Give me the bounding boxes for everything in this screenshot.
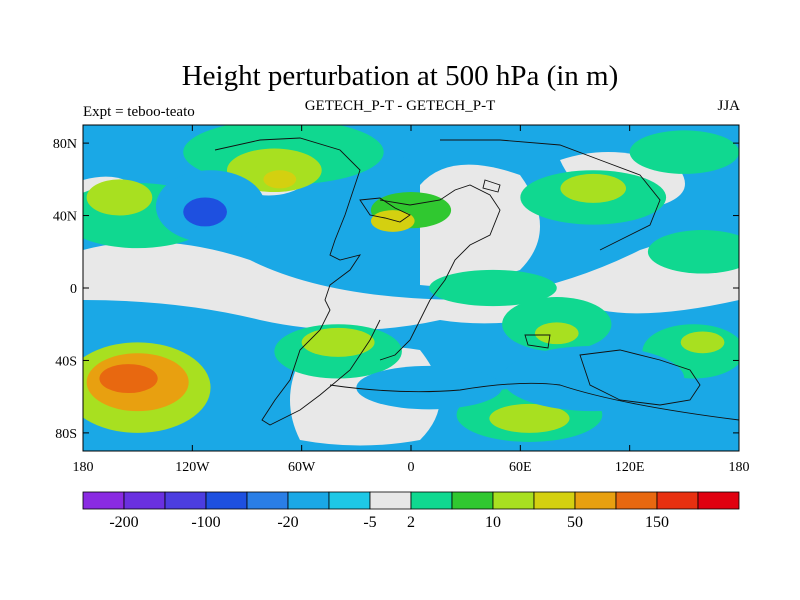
contour-blob-28: [83, 309, 193, 339]
contour-blob-1: [86, 179, 153, 216]
colorbar-box-15: [697, 491, 740, 510]
x-tick-label-2: 60W: [288, 460, 316, 475]
x-tick-label-4: 60E: [509, 460, 532, 475]
dataset-label: GETECH_P-T - GETECH_P-T: [304, 98, 496, 114]
contour-blob-11: [560, 173, 627, 203]
chart-title: Height perturbation at 500 hPa (in m): [181, 60, 619, 92]
season-label: JJA: [717, 98, 740, 114]
y-tick-label-0: 80N: [53, 137, 77, 152]
contour-blob-13: [647, 230, 739, 274]
colorbar-box-6: [328, 491, 371, 510]
contour-blob-16: [534, 322, 579, 345]
contour-blob-12: [629, 130, 739, 174]
contour-blobs: [83, 125, 739, 442]
contour-blob-6: [183, 197, 227, 227]
colorbar-label-2: -20: [277, 514, 298, 531]
contour-blob-19: [99, 364, 158, 394]
contour-blob-21: [301, 327, 375, 357]
contour-blob-25: [680, 331, 725, 354]
contour-blob-14: [429, 269, 557, 307]
contour-blob-23: [489, 403, 570, 433]
y-tick-label-4: 80S: [55, 427, 77, 442]
x-tick-label-0: 180: [73, 460, 94, 475]
contour-plot-area: [83, 125, 739, 451]
contour-blob-26: [502, 345, 685, 412]
coastlines: [214, 137, 739, 426]
experiment-label: Expt = teboo-teato: [83, 104, 195, 120]
colorbar-box-13: [615, 491, 658, 510]
colorbar-label-7: 150: [645, 514, 669, 531]
colorbar-box-5: [287, 491, 330, 510]
y-axis: 80N 40N 0 40S 80S: [53, 137, 739, 442]
colorbar-label-0: -200: [109, 514, 138, 531]
colorbar-box-2: [164, 491, 207, 510]
x-tick-label-3: 0: [408, 460, 415, 475]
colorbar-box-4: [246, 491, 289, 510]
colorbar-box-8: [410, 491, 453, 510]
colorbar-label-4: 2: [407, 514, 415, 531]
contour-blob-4: [263, 170, 297, 189]
colorbar-label-1: -100: [191, 514, 220, 531]
x-tick-label-6: 180: [729, 460, 750, 475]
contour-blob-8: [370, 210, 415, 232]
colorbar-box-14: [656, 491, 699, 510]
colorbar-box-3: [205, 491, 248, 510]
colorbar-box-1: [123, 491, 166, 510]
colorbar-label-6: 50: [567, 514, 583, 531]
colorbar-label-3: -5: [363, 514, 376, 531]
x-axis: 180 120W 60W 0 60E 120E 180: [73, 125, 750, 475]
contour-blob-9: [392, 128, 503, 165]
contour-blob-3: [226, 148, 322, 193]
colorbar-box-0: [82, 491, 125, 510]
colorbar-box-11: [533, 491, 576, 510]
y-tick-label-2: 0: [70, 282, 77, 297]
contour-blob-27: [356, 365, 503, 410]
y-tick-label-1: 40N: [53, 210, 77, 225]
y-tick-label-3: 40S: [55, 354, 77, 369]
colorbar-label-5: 10: [485, 514, 501, 531]
colorbar-box-7: [369, 491, 412, 510]
colorbar-box-12: [574, 491, 617, 510]
x-tick-label-1: 120W: [175, 460, 210, 475]
colorbar-box-10: [492, 491, 535, 510]
colorbar-box-9: [451, 491, 494, 510]
x-tick-label-5: 120E: [615, 460, 645, 475]
colorbar: -200 -100 -20 -5 2 10 50 150: [82, 491, 740, 531]
